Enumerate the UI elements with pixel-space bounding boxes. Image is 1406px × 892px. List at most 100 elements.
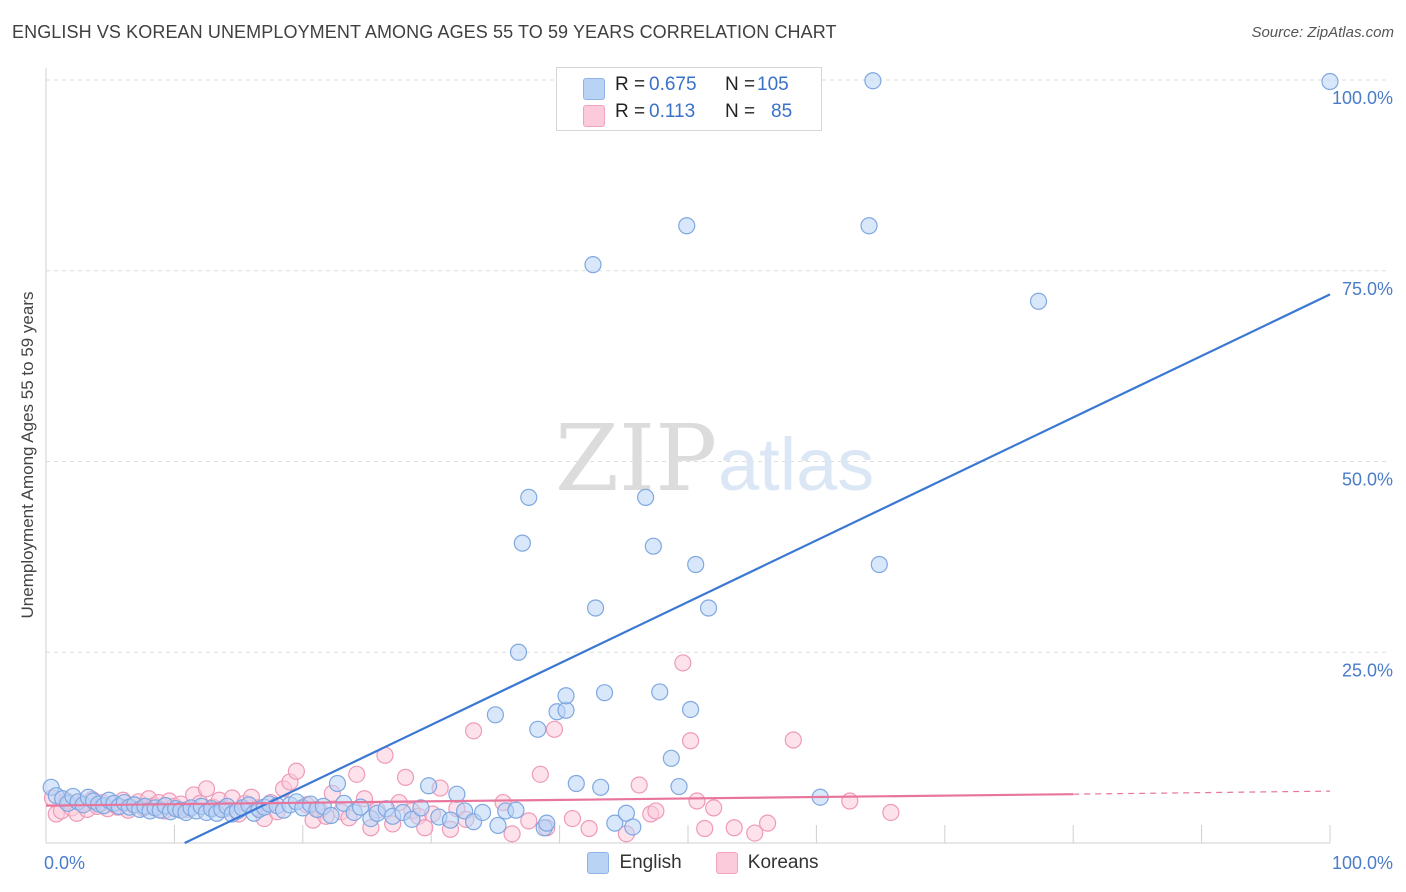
english-point [670, 777, 688, 796]
english-point [473, 803, 492, 822]
r-label: R = [615, 74, 646, 95]
english-point [529, 720, 547, 738]
english-point [322, 806, 340, 825]
y-axis-label: Unemployment Among Ages 55 to 59 years [18, 291, 37, 619]
english-point [860, 217, 878, 235]
korean-point [705, 799, 723, 817]
english-point [681, 700, 700, 719]
y-tick-label: 75.0% [1342, 279, 1393, 299]
english-point [870, 555, 888, 574]
korean-point [696, 819, 714, 838]
n-label: N = [725, 74, 756, 95]
korean-point [287, 762, 305, 780]
english-point [584, 256, 602, 274]
english-point [420, 777, 438, 795]
korean-trend-extension [1073, 790, 1331, 795]
english-point [513, 534, 531, 552]
english-point [509, 643, 528, 661]
korean-point [882, 803, 900, 822]
korean-point [630, 776, 648, 794]
series-legend: English Koreans [0, 852, 1406, 874]
english-point [441, 811, 460, 829]
english-point [557, 701, 575, 719]
gridlines [46, 79, 1390, 653]
english-point [507, 801, 525, 819]
korean-point [580, 819, 598, 838]
x-tick-label: 100.0% [1332, 853, 1393, 873]
english-point [486, 706, 504, 724]
korean-point [503, 825, 521, 843]
english-point [678, 217, 696, 235]
english-point [1321, 72, 1339, 91]
x-tick-label: 0.0% [44, 853, 85, 873]
y-tick-label: 25.0% [1342, 660, 1393, 680]
english-swatch [583, 78, 605, 100]
n-value: 85 [771, 101, 793, 122]
koreans-swatch [715, 852, 738, 874]
legend-english-label: English [619, 852, 682, 873]
n-value: 105 [757, 74, 789, 95]
english-point [606, 814, 624, 832]
legend-koreans[interactable]: Koreans [715, 852, 819, 874]
korean-point [759, 814, 777, 832]
english-point [864, 72, 882, 90]
english-point [567, 774, 585, 793]
n-label: N = [725, 101, 756, 122]
english-point [624, 818, 642, 836]
korean-point [545, 720, 564, 738]
legend-row-english: R = 0.675 N = 105 [557, 74, 821, 102]
chart-title: ENGLISH VS KOREAN UNEMPLOYMENT AMONG AGE… [12, 22, 837, 42]
korean-point [396, 768, 415, 786]
legend-row-koreans: R = 0.113 N = 85 [557, 101, 821, 129]
english-point [592, 778, 610, 796]
english-trend-line [184, 293, 1331, 844]
korean-point [348, 765, 366, 783]
english-point [403, 810, 421, 828]
korean-point [520, 812, 538, 830]
english-point [617, 804, 635, 822]
watermark-zip: ZIP [555, 405, 717, 512]
english-point [699, 599, 718, 617]
trend-lines [45, 293, 1331, 844]
korean-point [563, 809, 582, 828]
english-point [595, 684, 614, 702]
korean-point [647, 802, 665, 820]
y-tick-label: 50.0% [1342, 470, 1393, 490]
korean-point [784, 731, 802, 749]
axes [45, 68, 1331, 844]
legend-koreans-label: Koreans [747, 852, 819, 873]
english-point [637, 488, 655, 506]
korean-point [197, 780, 216, 798]
english-point [448, 785, 466, 803]
correlation-legend: R = 0.675 N = 105 R = 0.113 N = 85 [556, 67, 822, 131]
english-point [538, 814, 556, 832]
english-point [1029, 292, 1048, 310]
korean-trend-line [45, 793, 1074, 807]
korean-point [464, 722, 483, 740]
english-point [586, 599, 605, 617]
korean-point [746, 824, 764, 842]
y-tick-label: 100.0% [1332, 88, 1393, 108]
korean-point [688, 792, 706, 810]
english-point [328, 774, 347, 793]
korean-point [416, 819, 434, 837]
korean-point [674, 654, 692, 672]
source-label: Source: ZipAtlas.com [1251, 24, 1394, 41]
r-label: R = [615, 101, 646, 122]
english-point [412, 799, 430, 817]
korean-point [531, 765, 549, 783]
r-value: 0.113 [649, 101, 696, 122]
english-point [662, 749, 680, 767]
legend-english[interactable]: English [587, 852, 682, 874]
watermark-atlas: atlas [718, 423, 874, 506]
tick-labels: 25.0% 50.0% 75.0% 100.0% 0.0% 100.0% [44, 88, 1393, 873]
korean-point [681, 732, 700, 750]
r-value: 0.675 [649, 74, 697, 95]
korean-point [725, 819, 743, 837]
english-point [520, 488, 538, 506]
english-point [651, 683, 669, 701]
koreans-swatch [583, 105, 605, 127]
english-point [557, 687, 575, 705]
english-swatch [587, 852, 610, 874]
